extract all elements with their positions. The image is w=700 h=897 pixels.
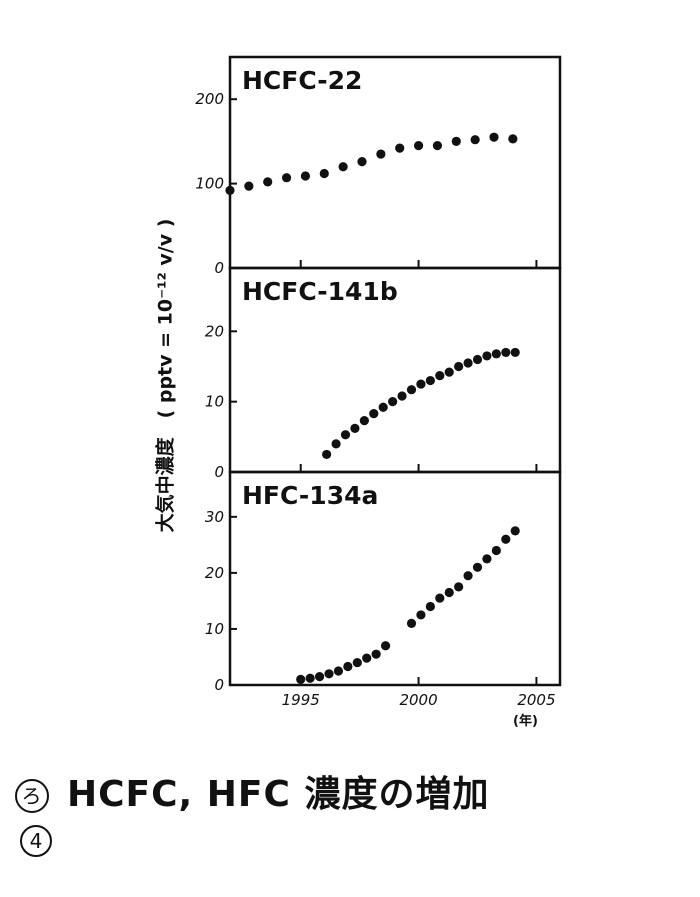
slide-caption: ろ HCFC, HFC 濃度の増加 — [15, 765, 489, 817]
panel-title: HCFC-141b — [242, 277, 398, 306]
data-point — [463, 571, 473, 581]
data-point — [435, 371, 445, 381]
caption-circled-mark: ろ — [15, 779, 49, 813]
data-point — [395, 143, 405, 153]
data-point — [454, 361, 464, 372]
x-tick-label: 2005 — [517, 691, 555, 709]
data-point — [472, 354, 483, 365]
data-point — [369, 409, 379, 419]
x-tick-label: 2000 — [399, 691, 437, 709]
y-axis-label-text: 大気中濃度 ( pptv = 10⁻¹² v/v ) — [154, 218, 177, 532]
data-point — [416, 610, 426, 620]
data-point — [376, 149, 386, 159]
data-point — [397, 391, 407, 401]
y-tick-label: 20 — [205, 564, 224, 582]
data-point — [352, 657, 362, 668]
y-tick-label: 100 — [195, 175, 224, 193]
data-point — [470, 135, 480, 145]
data-point — [359, 416, 369, 426]
data-point — [406, 385, 417, 395]
x-tick-label: 1995 — [282, 691, 320, 709]
data-point — [406, 618, 417, 628]
data-point — [281, 173, 292, 183]
data-point — [388, 397, 398, 407]
data-point — [435, 593, 445, 603]
data-point — [451, 136, 461, 146]
data-point — [444, 587, 454, 598]
panel-title: HFC-134a — [242, 481, 378, 510]
data-point — [378, 402, 388, 412]
data-point — [362, 653, 372, 663]
data-point — [305, 673, 315, 683]
data-point — [314, 671, 325, 682]
data-point — [501, 534, 511, 544]
y-tick-label: 10 — [205, 620, 224, 638]
y-tick-label: 20 — [205, 322, 224, 340]
data-point — [491, 349, 501, 359]
data-point — [425, 601, 435, 612]
panel-title: HCFC-22 — [242, 66, 362, 95]
x-axis-unit: (年) — [513, 714, 538, 729]
data-point — [324, 669, 334, 679]
data-point — [331, 439, 341, 449]
data-point — [489, 132, 499, 142]
data-point — [371, 649, 381, 659]
page-number: 4 — [20, 825, 52, 857]
data-point — [491, 545, 501, 556]
data-point — [300, 171, 311, 181]
data-point — [357, 157, 367, 167]
data-point — [380, 641, 391, 651]
data-point — [333, 666, 344, 676]
data-point — [244, 181, 254, 191]
data-point — [432, 141, 443, 151]
data-point — [322, 449, 332, 460]
data-point — [343, 661, 353, 672]
data-point — [510, 526, 520, 536]
data-point — [472, 562, 483, 572]
y-tick-label: 0 — [214, 463, 224, 481]
data-point — [501, 347, 511, 358]
data-point — [296, 674, 306, 684]
data-point — [319, 168, 329, 179]
data-point — [425, 375, 435, 386]
y-tick-label: 0 — [214, 259, 224, 277]
y-tick-label: 0 — [214, 676, 224, 694]
panel-frame — [228, 470, 562, 687]
data-point — [263, 177, 273, 187]
data-point — [463, 358, 473, 368]
data-point — [225, 185, 235, 195]
y-tick-label: 30 — [205, 508, 224, 526]
caption-text: HCFC, HFC 濃度の増加 — [67, 774, 490, 815]
data-point — [340, 430, 351, 440]
data-point — [482, 351, 492, 361]
y-tick-label: 200 — [195, 90, 224, 108]
data-point — [510, 347, 520, 358]
data-point — [482, 554, 492, 564]
data-point — [416, 379, 426, 389]
data-point — [444, 367, 454, 377]
data-point — [350, 423, 360, 433]
data-point — [413, 141, 424, 151]
y-tick-label: 10 — [205, 393, 224, 411]
data-point — [508, 134, 518, 144]
data-point — [338, 162, 348, 172]
data-point — [454, 582, 464, 592]
y-axis-label: 大気中濃度 ( pptv = 10⁻¹² v/v ) — [140, 190, 188, 560]
